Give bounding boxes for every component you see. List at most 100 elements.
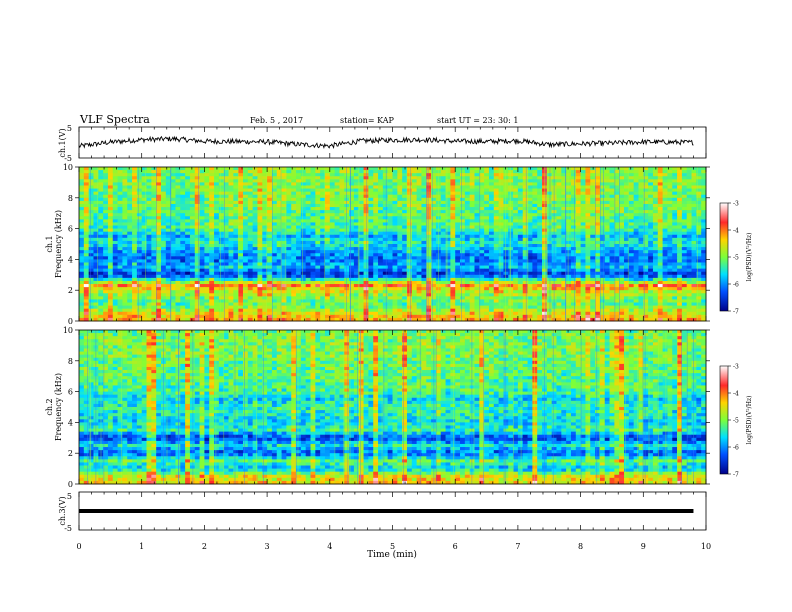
spectrogram-cell: [364, 173, 369, 176]
spectrogram-cell: [634, 262, 639, 265]
spectrogram-cell: [325, 185, 330, 188]
spectrogram-cell: [296, 238, 301, 241]
spectrogram-cell: [229, 269, 234, 272]
spectrogram-cell: [364, 213, 369, 216]
spectrogram-cell: [339, 229, 344, 232]
spectrogram-cell: [243, 275, 248, 278]
spectrogram-cell: [465, 229, 470, 232]
spectrogram-cell: [204, 189, 209, 192]
spectrogram-cell: [142, 253, 147, 256]
spectrogram-cell: [118, 167, 123, 170]
spectrogram-cell: [79, 195, 84, 198]
spectrogram-cell: [518, 229, 523, 232]
spectrogram-cell: [581, 232, 586, 235]
spectrogram-cell: [368, 238, 373, 241]
spectrogram-cell: [195, 266, 200, 269]
spectrogram-cell: [417, 259, 422, 262]
spectrogram-cell: [518, 226, 523, 229]
spectrogram-cell: [421, 210, 426, 213]
spectrogram-cell: [494, 222, 499, 225]
spectrogram-cell: [667, 226, 672, 229]
spectrogram-cell: [108, 213, 113, 216]
spectrogram-cell: [127, 192, 132, 195]
spectrogram-cell: [311, 272, 316, 275]
spectrogram-cell: [402, 241, 407, 244]
spectrogram-cell: [161, 204, 166, 207]
spectrogram-cell: [219, 173, 224, 176]
spectrogram-cell: [335, 201, 340, 204]
spectrogram-cell: [325, 238, 330, 241]
spectrogram-cell: [89, 222, 94, 225]
spectrogram-cell: [450, 176, 455, 179]
spectrogram-cell: [658, 170, 663, 173]
spectrogram-cell: [257, 238, 262, 241]
spectrogram-cell: [450, 272, 455, 275]
spectrogram-cell: [296, 210, 301, 213]
spectrogram-cell: [518, 219, 523, 222]
spectrogram-cell: [243, 256, 248, 259]
spectrogram-cell: [470, 213, 475, 216]
spectrogram-cell: [687, 170, 692, 173]
spectrogram-cell: [151, 272, 156, 275]
spectrogram-cell: [364, 201, 369, 204]
spectrogram-cell: [233, 173, 238, 176]
spectrogram-cell: [166, 247, 171, 250]
spectrogram-cell: [566, 275, 571, 278]
spectrogram-cell: [257, 170, 262, 173]
spectrogram-cell: [455, 216, 460, 219]
spectrogram-cell: [79, 173, 84, 176]
spectrogram-cell: [282, 275, 287, 278]
spectrogram-cell: [291, 235, 296, 238]
spectrogram-cell: [677, 213, 682, 216]
spectrogram-cell: [571, 275, 576, 278]
spectrogram-cell: [528, 272, 533, 275]
spectrogram-cell: [619, 238, 624, 241]
spectrogram-cell: [243, 253, 248, 256]
spectrogram-cell: [431, 269, 436, 272]
spectrogram-cell: [330, 207, 335, 210]
spectrogram-cell: [397, 244, 402, 247]
spectrogram-cell: [465, 275, 470, 278]
spectrogram-cell: [605, 182, 610, 185]
spectrogram-cell: [605, 185, 610, 188]
spectrogram-cell: [638, 266, 643, 269]
spectrogram-cell: [118, 195, 123, 198]
spectrogram-cell: [166, 241, 171, 244]
spectrogram-cell: [190, 198, 195, 201]
spectrogram-cell: [682, 238, 687, 241]
spectrogram-cell: [393, 179, 398, 182]
spectrogram-cell: [523, 207, 528, 210]
spectrogram-cell: [339, 256, 344, 259]
spectrogram-cell: [687, 272, 692, 275]
spectrogram-cell: [349, 229, 354, 232]
spectrogram-cell: [417, 192, 422, 195]
spectrogram-cell: [692, 232, 697, 235]
spectrogram-cell: [243, 244, 248, 247]
spectrogram-cell: [142, 256, 147, 259]
spectrogram-cell: [412, 247, 417, 250]
spectrogram-cell: [151, 256, 156, 259]
spectrogram-cell: [137, 269, 142, 272]
spectrogram-cell: [306, 185, 311, 188]
spectrogram-cell: [677, 256, 682, 259]
spectrogram-cell: [339, 179, 344, 182]
spectrogram-cell: [465, 182, 470, 185]
spectrogram-cell: [431, 201, 436, 204]
spectrogram-cell: [518, 266, 523, 269]
spectrogram-cell: [397, 247, 402, 250]
spectrogram-cell: [161, 272, 166, 275]
spectrogram-cell: [537, 232, 542, 235]
spectrogram-cell: [238, 222, 243, 225]
spectrogram-cell: [692, 170, 697, 173]
spectrogram-cell: [441, 167, 446, 170]
spectrogram-cell: [180, 173, 185, 176]
spectrogram-cell: [629, 256, 634, 259]
spectrogram-cell: [142, 222, 147, 225]
spectrogram-cell: [629, 238, 634, 241]
spectrogram-cell: [378, 259, 383, 262]
spectrogram-cell: [619, 226, 624, 229]
spectrogram-cell: [204, 232, 209, 235]
spectrogram-cell: [359, 195, 364, 198]
spectrogram-cell: [581, 167, 586, 170]
spectrogram-cell: [335, 259, 340, 262]
